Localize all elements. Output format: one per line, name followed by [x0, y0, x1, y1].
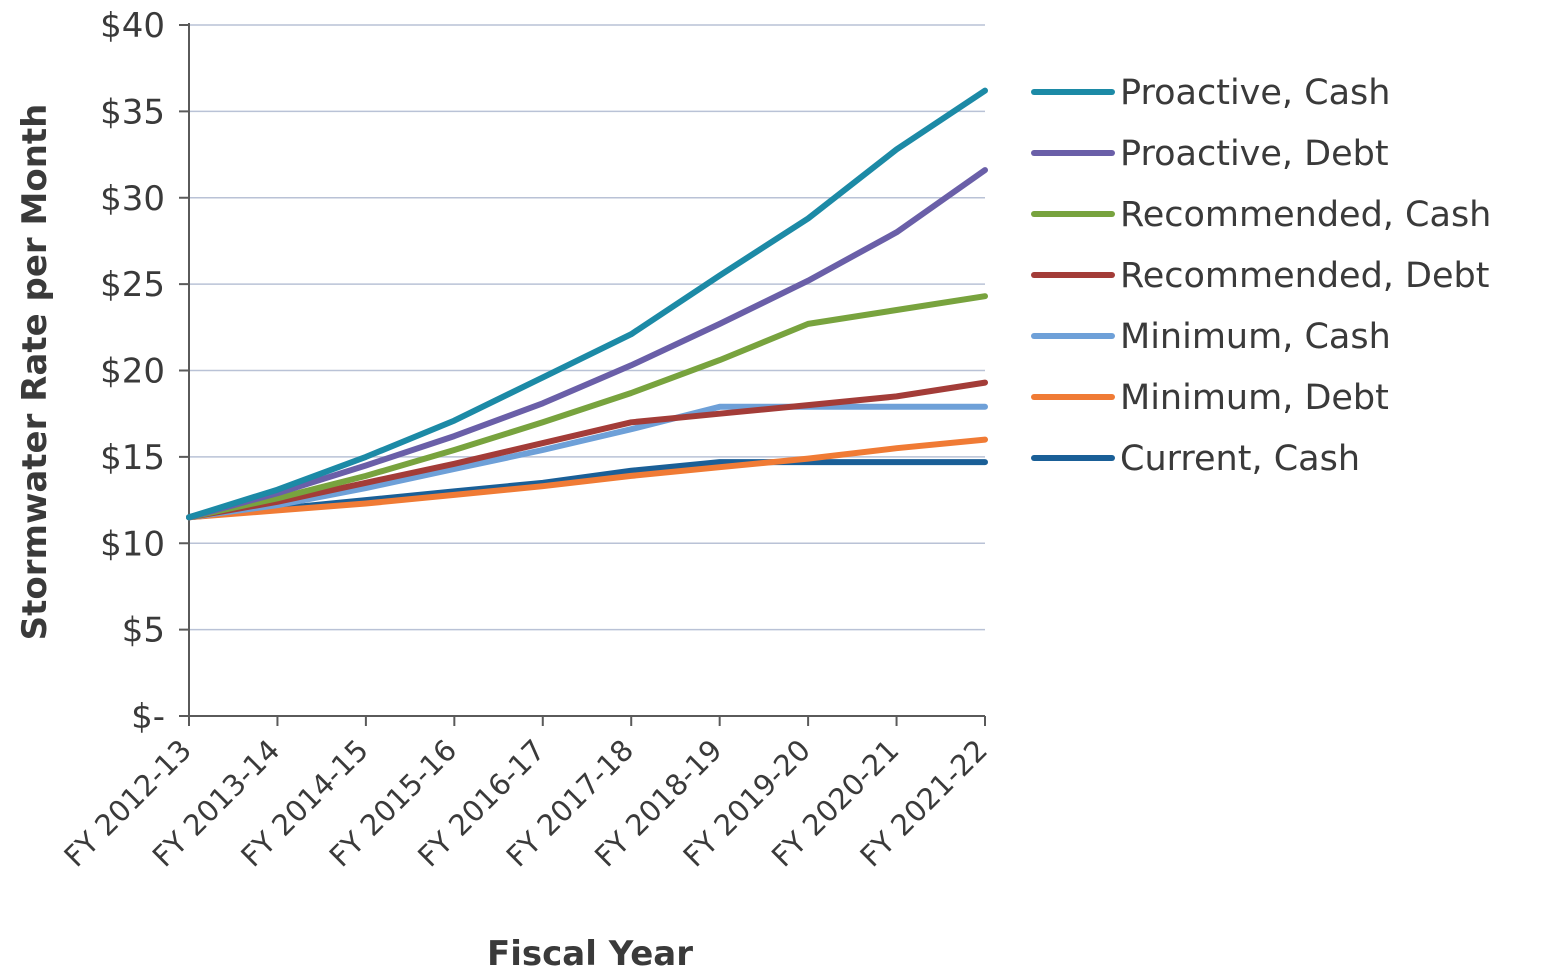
y-tick-label: $40 [100, 6, 165, 46]
y-tick-label: $35 [100, 92, 165, 132]
y-tick-label: $5 [122, 611, 165, 651]
y-tick-label: $- [131, 697, 165, 737]
legend-label: Minimum, Cash [1120, 317, 1391, 357]
y-tick-label: $10 [100, 524, 165, 564]
series-line-2 [186, 293, 988, 521]
legend-label: Minimum, Debt [1120, 378, 1389, 418]
series-line-3 [186, 379, 988, 521]
x-axis-title: Fiscal Year [487, 934, 693, 971]
legend-label: Proactive, Debt [1120, 134, 1389, 174]
y-tick-label: $20 [100, 352, 165, 392]
series-line-4 [186, 403, 988, 521]
legend-label: Proactive, Cash [1120, 73, 1390, 113]
series-line-5 [186, 436, 988, 521]
series-lines [186, 87, 988, 521]
legend-label: Recommended, Debt [1120, 256, 1489, 296]
y-tick-label: $25 [100, 265, 165, 305]
y-tick-label: $30 [100, 179, 165, 219]
legend-label: Recommended, Cash [1120, 195, 1491, 235]
y-tick-label: $15 [100, 438, 165, 478]
y-axis-title: Stormwater Rate per Month [15, 104, 55, 641]
series-line-0 [186, 87, 988, 521]
legend: Proactive, Cash Proactive, Debt Recommende… [1031, 73, 1491, 479]
legend-label: Current, Cash [1120, 439, 1360, 479]
series-line-1 [186, 167, 988, 521]
gridlines [189, 24, 985, 631]
